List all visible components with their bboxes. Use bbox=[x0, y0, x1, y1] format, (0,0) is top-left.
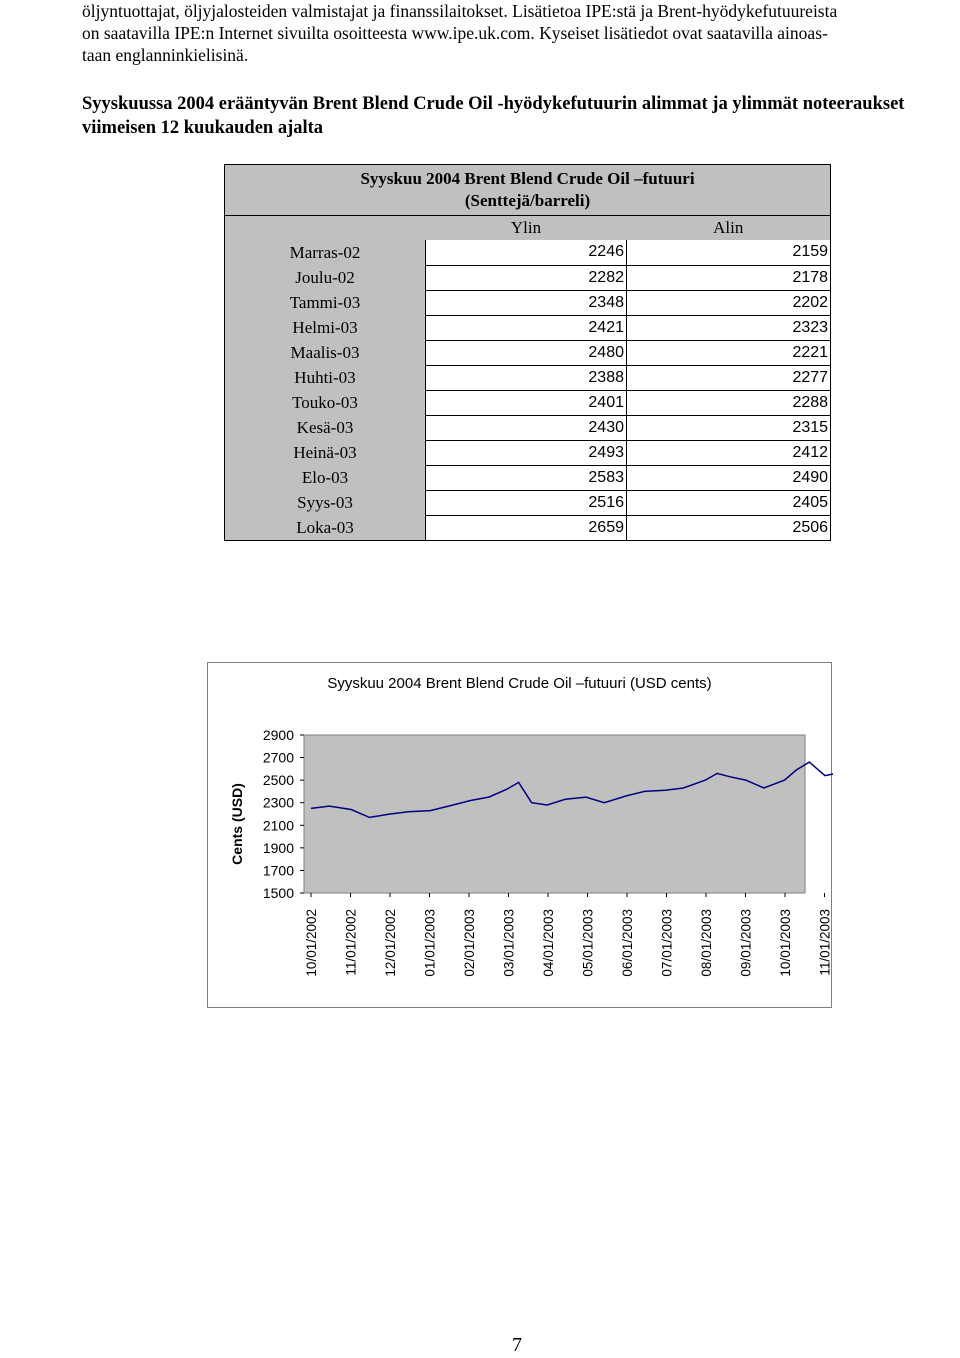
low-value-cell: 2178 bbox=[626, 265, 832, 291]
table-corner-cell bbox=[224, 215, 426, 240]
chart-title: Syyskuu 2004 Brent Blend Crude Oil –futu… bbox=[327, 675, 712, 692]
month-cell: Marras-02 bbox=[224, 240, 426, 265]
intro-paragraph: öljyntuottajat, öljyjalosteiden valmista… bbox=[82, 0, 960, 66]
table-row: Elo-03 2583 2490 bbox=[224, 465, 832, 491]
month-cell: Helmi-03 bbox=[224, 315, 426, 340]
x-tick-label: 05/01/2003 bbox=[581, 909, 596, 977]
table-row: Touko-03 2401 2288 bbox=[224, 390, 832, 416]
y-axis-label: Cents (USD) bbox=[229, 783, 245, 865]
table-title-line-2: (Senttejä/barreli) bbox=[464, 191, 591, 210]
low-value-cell: 2315 bbox=[626, 415, 832, 441]
high-value-cell: 2480 bbox=[425, 340, 627, 366]
low-value-cell: 2288 bbox=[626, 390, 832, 416]
month-cell: Tammi-03 bbox=[224, 290, 426, 315]
table-row: Syys-03 2516 2405 bbox=[224, 490, 832, 516]
plot-area bbox=[303, 734, 806, 894]
line-chart: 2900 2700 2500 2300 2100 1900 1700 1500 Cents (U… bbox=[229, 727, 833, 977]
chart-container: Syyskuu 2004 Brent Blend Crude Oil –futu… bbox=[207, 662, 833, 1008]
month-cell: Maalis-03 bbox=[224, 340, 426, 365]
y-tick-label: 2100 bbox=[263, 817, 294, 833]
low-value-cell: 2506 bbox=[626, 515, 832, 541]
x-tick-label: 10/01/2003 bbox=[778, 909, 793, 977]
table-row: Tammi-03 2348 2202 bbox=[224, 290, 832, 316]
low-value-cell: 2202 bbox=[626, 290, 832, 316]
table-row: Joulu-02 2282 2178 bbox=[224, 265, 832, 291]
x-tick-label: 01/01/2003 bbox=[423, 909, 438, 977]
intro-line-2: on saatavilla IPE:n Internet sivuilta os… bbox=[82, 23, 828, 43]
table-row: Helmi-03 2421 2323 bbox=[224, 315, 832, 341]
y-tick-label: 2900 bbox=[263, 727, 294, 743]
month-cell: Elo-03 bbox=[224, 465, 426, 490]
x-tick-label: 08/01/2003 bbox=[699, 909, 714, 977]
x-tick-label: 07/01/2003 bbox=[660, 909, 675, 977]
table-row: Marras-02 2246 2159 bbox=[224, 240, 832, 266]
x-tick-label: 04/01/2003 bbox=[541, 909, 556, 977]
x-tick-label: 10/01/2002 bbox=[304, 909, 319, 977]
section-heading: Syyskuussa 2004 erääntyvän Brent Blend C… bbox=[82, 94, 905, 138]
x-tick-label: 11/01/2003 bbox=[818, 909, 833, 976]
y-tick-label: 2700 bbox=[263, 750, 294, 766]
y-tick-label: 2500 bbox=[263, 772, 294, 788]
low-value-cell: 2490 bbox=[626, 465, 832, 491]
x-tick-label: 06/01/2003 bbox=[620, 909, 635, 977]
high-value-cell: 2388 bbox=[425, 365, 627, 391]
price-series-line bbox=[310, 761, 833, 819]
table-row: Heinä-03 2493 2412 bbox=[224, 440, 832, 466]
page-number: 7 bbox=[512, 1334, 522, 1356]
high-value-cell: 2493 bbox=[425, 440, 627, 466]
low-value-cell: 2412 bbox=[626, 440, 832, 466]
high-value-cell: 2401 bbox=[425, 390, 627, 416]
column-header-low: Alin bbox=[626, 215, 832, 240]
low-value-cell: 2277 bbox=[626, 365, 832, 391]
low-value-cell: 2323 bbox=[626, 315, 832, 341]
y-tick-label: 2300 bbox=[263, 795, 294, 811]
x-tick-label: 03/01/2003 bbox=[502, 909, 517, 977]
high-value-cell: 2348 bbox=[425, 290, 627, 316]
y-tick-label: 1500 bbox=[263, 885, 294, 901]
y-tick-label: 1900 bbox=[263, 840, 294, 856]
high-value-cell: 2583 bbox=[425, 465, 627, 491]
x-tick-label: 09/01/2003 bbox=[739, 909, 754, 977]
table-row: Kesä-03 2430 2315 bbox=[224, 415, 832, 441]
month-cell: Touko-03 bbox=[224, 390, 426, 415]
high-value-cell: 2282 bbox=[425, 265, 627, 291]
table-row: Maalis-03 2480 2221 bbox=[224, 340, 832, 366]
month-cell: Heinä-03 bbox=[224, 440, 426, 465]
table-row: Loka-03 2659 2506 bbox=[224, 515, 832, 541]
y-tick-label: 1700 bbox=[263, 862, 294, 878]
month-cell: Loka-03 bbox=[224, 515, 426, 541]
high-value-cell: 2516 bbox=[425, 490, 627, 516]
intro-line-1: öljyntuottajat, öljyjalosteiden valmista… bbox=[82, 1, 838, 21]
month-cell: Huhti-03 bbox=[224, 365, 426, 390]
low-value-cell: 2405 bbox=[626, 490, 832, 516]
x-tick-label: 02/01/2003 bbox=[462, 909, 477, 977]
x-tick-label: 11/01/2002 bbox=[344, 909, 359, 976]
month-cell: Syys-03 bbox=[224, 490, 426, 515]
low-value-cell: 2159 bbox=[626, 240, 832, 266]
month-cell: Kesä-03 bbox=[224, 415, 426, 440]
table-title: Syyskuu 2004 Brent Blend Crude Oil –futu… bbox=[223, 164, 832, 216]
column-header-high: Ylin bbox=[425, 215, 627, 240]
low-value-cell: 2221 bbox=[626, 340, 832, 366]
intro-line-3: taan englanninkielisinä. bbox=[82, 45, 249, 65]
table-title-line-1: Syyskuu 2004 Brent Blend Crude Oil –futu… bbox=[360, 169, 695, 188]
x-tick-label: 12/01/2002 bbox=[383, 909, 398, 977]
high-value-cell: 2421 bbox=[425, 315, 627, 341]
table-row: Huhti-03 2388 2277 bbox=[224, 365, 832, 391]
high-value-cell: 2430 bbox=[425, 415, 627, 441]
price-table: Syyskuu 2004 Brent Blend Crude Oil –futu… bbox=[223, 164, 832, 541]
month-cell: Joulu-02 bbox=[224, 265, 426, 290]
high-value-cell: 2659 bbox=[425, 515, 627, 541]
high-value-cell: 2246 bbox=[425, 240, 627, 266]
